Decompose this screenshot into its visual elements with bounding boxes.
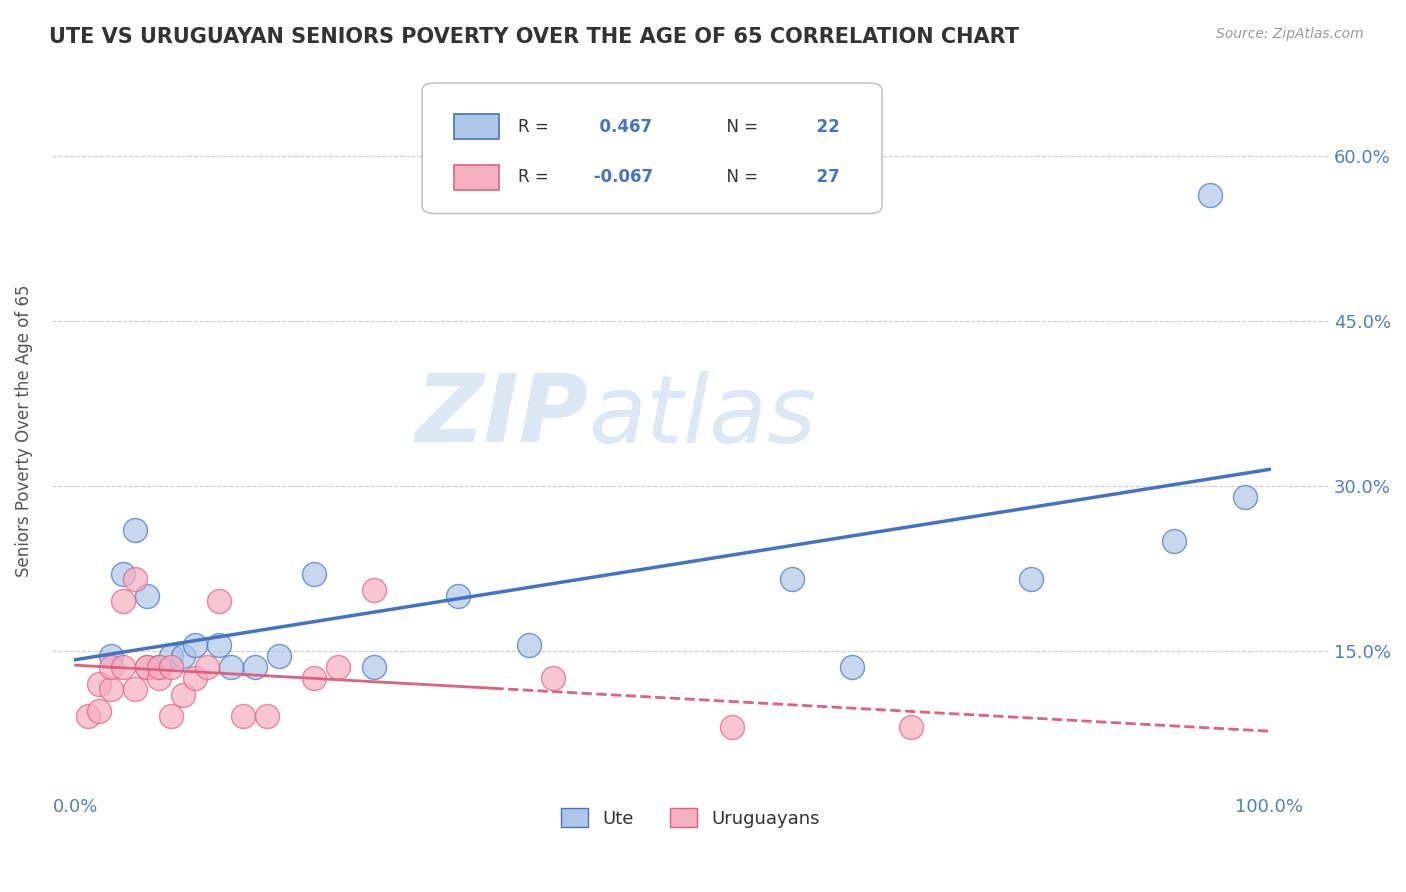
Point [160,709,183,723]
Point [184,671,207,685]
Point [232,709,254,723]
Text: R =: R = [517,169,548,186]
Point [100,649,122,664]
Point [304,566,326,581]
Point [100,681,122,696]
Point [195,660,218,674]
Y-axis label: Seniors Poverty Over the Age of 65: Seniors Poverty Over the Age of 65 [15,285,32,577]
Legend: Ute, Uruguayans: Ute, Uruguayans [554,801,827,835]
Point [184,638,207,652]
FancyBboxPatch shape [422,83,882,213]
Point [304,671,326,685]
Point [1163,533,1185,548]
Point [124,572,146,586]
Point [363,660,385,674]
Point [148,660,170,674]
Point [328,660,350,674]
Text: Source: ZipAtlas.com: Source: ZipAtlas.com [1216,27,1364,41]
Text: atlas: atlas [588,371,817,462]
Point [136,660,159,674]
Text: N =: N = [716,169,758,186]
Point [243,660,266,674]
Point [208,594,231,608]
Point [1234,490,1257,504]
Text: 27: 27 [806,169,841,186]
Point [900,721,922,735]
Point [219,660,242,674]
Point [841,660,863,674]
Text: ZIP: ZIP [415,370,588,462]
Point [112,660,135,674]
FancyBboxPatch shape [454,164,499,190]
Text: -0.067: -0.067 [588,169,654,186]
Text: UTE VS URUGUAYAN SENIORS POVERTY OVER THE AGE OF 65 CORRELATION CHART: UTE VS URUGUAYAN SENIORS POVERTY OVER TH… [49,27,1019,46]
Point [160,649,183,664]
Point [780,572,803,586]
Point [172,688,194,702]
Point [124,681,146,696]
Point [124,523,146,537]
Point [721,721,744,735]
Point [148,671,170,685]
Point [112,594,135,608]
Point [89,676,111,690]
Point [172,649,194,664]
Text: 22: 22 [806,118,841,136]
Point [1019,572,1042,586]
Text: R =: R = [517,118,548,136]
Point [136,660,159,674]
Point [160,660,183,674]
Point [541,671,564,685]
FancyBboxPatch shape [454,114,499,139]
Point [208,638,231,652]
Point [446,589,468,603]
Point [256,709,278,723]
Point [112,566,135,581]
Point [1198,187,1220,202]
Point [148,660,170,674]
Point [363,583,385,598]
Text: 0.467: 0.467 [588,118,652,136]
Text: N =: N = [716,118,758,136]
Point [89,704,111,718]
Point [267,649,290,664]
Point [100,660,122,674]
Point [517,638,540,652]
Point [76,709,98,723]
Point [136,589,159,603]
